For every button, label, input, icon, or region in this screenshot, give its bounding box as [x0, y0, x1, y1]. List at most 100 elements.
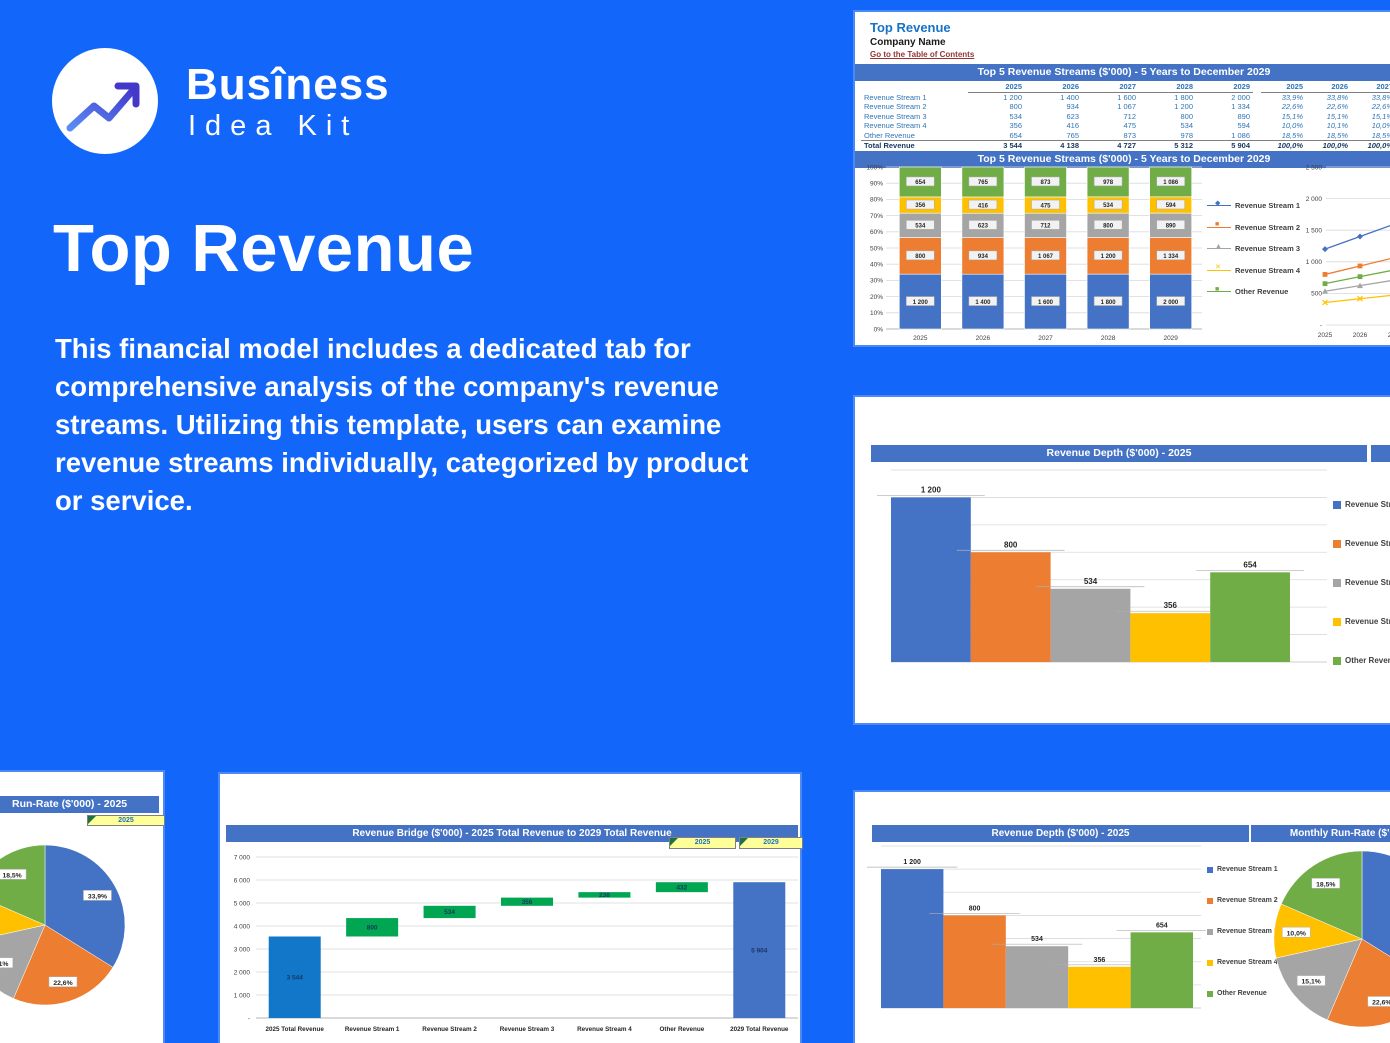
legend-label: Other Revenue	[1345, 656, 1390, 665]
brand-subname: Idea Kit	[188, 110, 359, 142]
legend-label: Revenue Stream 1	[1345, 500, 1390, 509]
data-label: 475	[1040, 203, 1051, 209]
legend-item: Revenue Stream 3	[1333, 563, 1390, 602]
line-marker	[1322, 246, 1328, 253]
waterfall-bar	[501, 897, 553, 906]
x-axis-tick: 2025	[1318, 332, 1333, 339]
y-axis-tick: 20%	[870, 294, 883, 301]
table-of-contents-link[interactable]: Go to the Table of Contents	[870, 50, 975, 59]
x-axis-tick: 2025	[913, 335, 928, 342]
year-dropdown[interactable]: 2025	[87, 815, 165, 826]
legend-label: Revenue Stream 2	[1235, 222, 1301, 232]
data-label: 432	[676, 884, 687, 891]
stacked-bar-chart: 100% 90% 80% 70% 60% 50% 40% 30% 20% 10% 0% 2025 1 2…	[866, 164, 1202, 342]
legend-swatch-icon	[1333, 578, 1341, 587]
year-to-dropdown[interactable]: 2029	[739, 837, 803, 849]
row-pct: 15,1%	[1326, 111, 1348, 121]
line-marker	[1357, 263, 1363, 269]
data-label: 416	[978, 203, 989, 209]
data-label: 356	[915, 203, 926, 209]
data-label: 712	[1040, 224, 1051, 230]
x-axis-tick: Other Revenue	[659, 1026, 704, 1033]
legend-label: Other Revenue	[1235, 287, 1289, 297]
pie-slice	[44, 844, 126, 968]
bar	[881, 869, 944, 1008]
sheet-card-revenue-depth: Revenue Depth ($'000) - 2025 1 200 800 534…	[853, 395, 1390, 725]
data-label: 800	[969, 905, 981, 912]
data-label: 356	[522, 899, 533, 906]
run-rate-pie-chart: 33,9%22,6%15,1%10,0%18,5%	[0, 844, 126, 1006]
chart-header-bar: Revenue Bridge ($'000) - 2025 Total Reve…	[226, 825, 798, 842]
y-axis-tick: -	[248, 1015, 250, 1022]
year-column-header: 2028	[1139, 82, 1196, 93]
data-label: 765	[978, 180, 989, 186]
dropdown-corner-icon	[740, 838, 748, 846]
row-value: 1 600	[1117, 92, 1136, 102]
y-axis-tick: 3 000	[234, 946, 251, 953]
data-label: 654	[1243, 560, 1257, 569]
data-label: 356	[1164, 601, 1178, 610]
data-label: 594	[1166, 203, 1177, 209]
legend-label: Other Revenue	[1217, 990, 1267, 997]
data-label-box	[1156, 176, 1185, 187]
total-pct: 100,0%	[1351, 140, 1390, 152]
data-label-box	[1156, 220, 1185, 230]
data-label: 654	[915, 180, 926, 186]
waterfall-bar	[423, 905, 476, 919]
legend-item: ✕ Revenue Stream 4	[1207, 260, 1300, 282]
pct-year-column-header: 2026	[1306, 82, 1351, 93]
chart-header-text: Run-Rate ($'000) - 2025	[12, 798, 128, 810]
y-axis-tick: 2 000	[1306, 196, 1323, 203]
data-label: 15,1%	[1302, 979, 1321, 986]
revenue-depth-bar-chart: 1 200 800 534 356 654	[877, 469, 1327, 663]
row-value: 1 400	[1060, 92, 1079, 102]
year-column-header: 2025	[968, 82, 1025, 93]
data-label-box	[1093, 220, 1123, 230]
pie-slice	[0, 905, 46, 936]
legend-label: Revenue Stream 1	[1235, 201, 1301, 211]
row-value: 890	[1237, 111, 1250, 121]
row-value: 978	[1180, 130, 1193, 140]
legend-swatch-icon	[1207, 990, 1213, 997]
line-marker	[1322, 299, 1328, 306]
data-label: 15,1%	[0, 961, 8, 968]
legend-label: Revenue Stream 2	[1217, 897, 1278, 904]
row-value: 1 200	[1174, 102, 1193, 112]
row-pct: 33,8%	[1371, 92, 1390, 102]
year-from-dropdown[interactable]: 2025	[669, 837, 736, 849]
line-marker	[1322, 288, 1328, 294]
legend-swatch-icon	[1207, 866, 1213, 873]
legend-swatch-icon	[1207, 959, 1213, 966]
legend-swatch-icon	[1207, 897, 1213, 904]
data-label: 978	[1103, 180, 1114, 186]
data-label: 1 200	[1101, 254, 1117, 260]
revenue-depth-bar-chart: 1 200 800 534 356 654	[867, 845, 1206, 1009]
dropdown-corner-icon	[670, 838, 678, 846]
table-row: Other Revenue 654 765 873 978 1 086 18,5% 18,5%…	[861, 131, 1390, 141]
data-label-box	[968, 199, 998, 210]
dropdown-value: 2025	[694, 839, 711, 846]
dropdown-corner-icon	[88, 816, 96, 824]
data-label-box	[968, 250, 998, 261]
y-axis-tick: 0%	[874, 326, 884, 333]
waterfall-bar	[578, 892, 631, 898]
chart-header-bar: Revenue Depth ($'000) - 2025	[872, 825, 1249, 842]
dropdown-value: 2029	[763, 839, 779, 846]
legend-label: Revenue Stream 1	[1217, 866, 1278, 873]
x-axis-tick: Revenue Stream 4	[577, 1026, 632, 1033]
sheet-card-revenue-bridge: Revenue Bridge ($'000) - 2025 Total Reve…	[218, 772, 803, 1043]
legend-line-marker-icon: ▲	[1207, 243, 1231, 250]
data-label: 873	[1040, 180, 1051, 186]
data-label-box	[1311, 878, 1341, 889]
row-label: Other Revenue	[864, 130, 915, 140]
data-label-box	[83, 890, 112, 901]
legend-swatch-icon	[1333, 617, 1341, 626]
legend-item: ◆ Revenue Stream 1	[1207, 195, 1300, 217]
line-series	[1324, 258, 1390, 276]
data-label: 1 400	[975, 300, 991, 306]
waterfall-bar	[346, 918, 399, 937]
year-column-header: 2026	[1025, 82, 1082, 93]
y-axis-tick: 6 000	[234, 877, 251, 884]
y-axis-tick: 100%	[866, 164, 883, 171]
